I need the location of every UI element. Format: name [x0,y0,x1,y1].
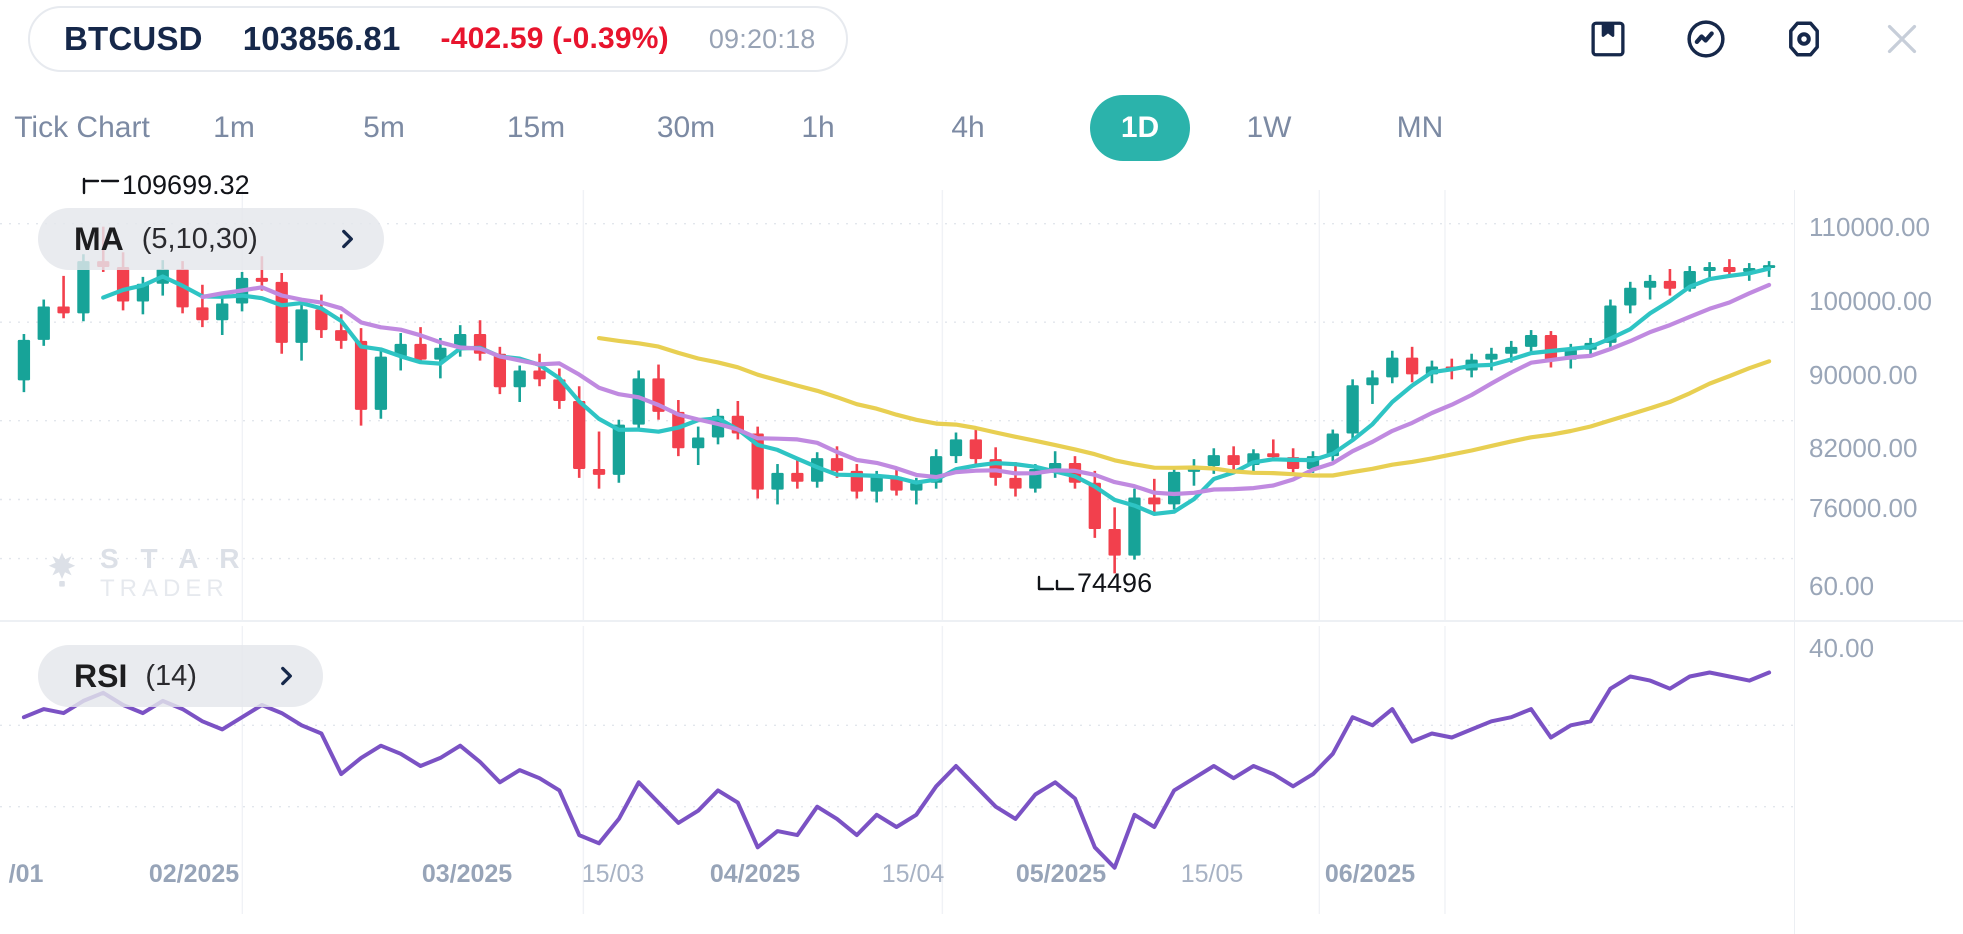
bookmark-icon[interactable] [1585,16,1631,62]
timeframe-tabbar: Tick Chart 1m 5m 15m 30m 1h 4h 1D 1W MN [0,95,1963,161]
ma-params-label: (5,10,30) [141,222,258,255]
chevron-right-icon[interactable] [273,663,299,689]
low-price-marker: 74496 [1035,568,1152,599]
price-axis-label: 100000.00 [1809,286,1932,316]
timeframe-tab-mn[interactable]: MN [1396,111,1444,144]
watermark-line2: TRADER [100,575,229,602]
header: BTCUSD 103856.81 -402.59 (-0.39%) 09:20:… [0,0,1963,80]
price-axis: 110000.00 100000.00 90000.00 82000.00 76000.… [1795,190,1963,934]
chevron-right-icon[interactable] [334,226,360,252]
price-axis-label: 110000.00 [1809,212,1930,242]
indicator-badge-rsi[interactable]: RSI (14) [38,645,323,707]
timeframe-tab-1d[interactable]: 1D [1090,95,1190,161]
date-axis: /01 02/2025 03/2025 15/03 04/2025 15/04 05/202… [0,860,1963,904]
date-axis-label: 04/2025 [709,860,801,888]
date-axis-label: 05/2025 [1015,860,1107,888]
axis-divider [1794,190,1795,934]
timeframe-tab-tick-chart[interactable]: Tick Chart [14,111,150,144]
close-icon[interactable] [1879,16,1925,62]
timeframe-tab-4h[interactable]: 4h [951,111,985,144]
quote-time-label: 09:20:18 [708,23,816,54]
settings-hexagon-icon[interactable] [1781,16,1827,62]
low-price-label: 74496 [1077,568,1153,598]
watermark-line1: S T A R [100,543,247,574]
ma-name-label: MA [74,220,124,257]
star-logo-icon [48,552,76,587]
timeframe-tab-30m[interactable]: 30m [656,111,716,144]
date-axis-label: 02/2025 [148,860,240,888]
pane-divider [0,620,1963,622]
high-marker-bracket-icon [82,177,120,194]
price-axis-label: 90000.00 [1809,360,1918,390]
timeframe-tab-15m[interactable]: 15m [506,111,566,144]
rsi-axis-label: 40.00 [1809,633,1875,663]
date-axis-label: 15/04 [881,860,945,888]
chart-line-circle-icon[interactable] [1683,16,1729,62]
chart-area[interactable]: S T A R TRADER 109699.32 74496 MA (5,10,… [0,170,1963,934]
timeframe-tab-5m[interactable]: 5m [363,111,405,144]
rsi-params-label: (14) [145,659,197,692]
date-axis-label: 06/2025 [1324,860,1416,888]
date-axis-label: /01 [8,860,44,888]
indicator-badge-ma[interactable]: MA (5,10,30) [38,208,384,270]
timeframe-tab-1m[interactable]: 1m [213,111,255,144]
price-axis-label: 82000.00 [1809,433,1918,463]
timeframe-tab-1w[interactable]: 1W [1246,111,1292,144]
price-axis-label: 76000.00 [1809,493,1918,523]
watermark-text: S T A R TRADER [100,545,246,601]
high-price-label: 109699.32 [122,170,250,200]
header-icon-group [1585,4,1925,74]
symbol-label: BTCUSD [64,20,203,57]
quote-pill[interactable]: BTCUSD 103856.81 -402.59 (-0.39%) 09:20:… [28,6,848,72]
price-change-label: -402.59 (-0.39%) [440,22,669,55]
rsi-name-label: RSI [74,657,128,694]
star-trader-watermark: S T A R TRADER [38,545,246,601]
high-price-marker: 109699.32 [80,170,250,201]
date-axis-label: 03/2025 [421,860,513,888]
rsi-axis-label: 60.00 [1809,571,1875,601]
date-axis-label: 15/03 [581,860,645,888]
date-axis-label: 15/05 [1180,860,1244,888]
timeframe-tab-1h[interactable]: 1h [801,111,835,144]
last-price-label: 103856.81 [242,20,401,57]
low-marker-bracket-icon [1037,575,1075,590]
